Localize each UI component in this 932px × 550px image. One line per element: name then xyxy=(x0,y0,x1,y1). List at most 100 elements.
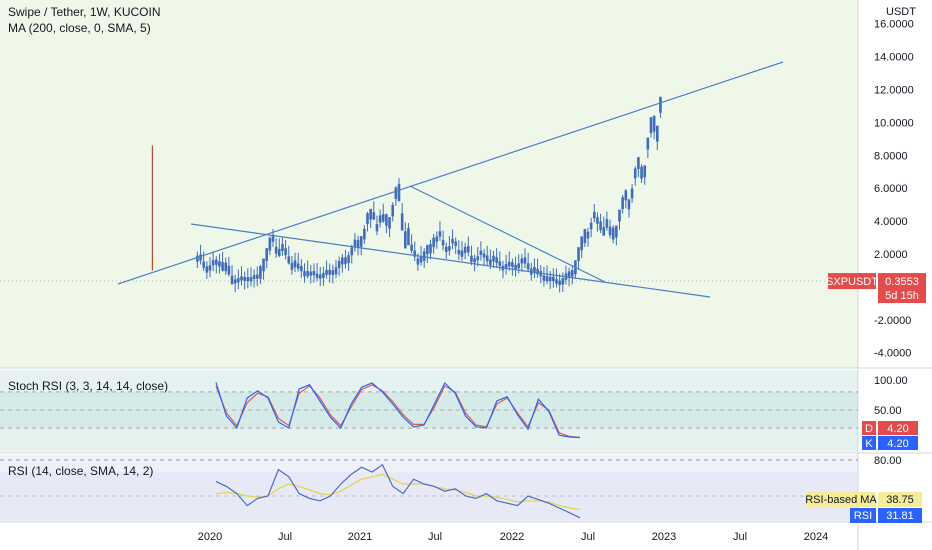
candle-body xyxy=(422,251,426,261)
candle-body xyxy=(306,271,309,277)
candle-body xyxy=(281,243,284,251)
candle-body xyxy=(296,263,300,269)
candle-body xyxy=(271,234,275,242)
candle-body xyxy=(378,215,382,223)
ma-indicator-label[interactable]: MA (200, close, 0, SMA, 5) xyxy=(8,21,151,35)
candle-body xyxy=(300,266,303,272)
candle-body xyxy=(526,263,530,270)
candle-body xyxy=(454,241,457,246)
candle-body xyxy=(237,278,240,283)
candle-body xyxy=(407,228,410,246)
lower-trendline xyxy=(190,223,711,298)
candle-body xyxy=(315,273,319,278)
price-tick-label: 8.0000 xyxy=(874,150,908,162)
rsi-tick-label: 80.00 xyxy=(874,455,902,467)
candle-body xyxy=(416,258,420,265)
candle-body xyxy=(627,199,631,210)
candle-body xyxy=(583,229,587,244)
candle-body xyxy=(561,278,565,285)
candle-body xyxy=(413,250,417,257)
time-tick-label: 2021 xyxy=(348,531,372,543)
rsi-badge-value-bg xyxy=(878,492,922,507)
candle-body xyxy=(476,256,480,261)
candle-body xyxy=(366,213,369,224)
candle-body xyxy=(593,211,596,219)
price-tick-label: 14.0000 xyxy=(874,52,914,64)
candle-body xyxy=(196,255,199,262)
candle-body xyxy=(463,246,467,254)
candle-body xyxy=(268,237,272,251)
price-badge-countdown: 5d 15h xyxy=(885,290,919,302)
candle-body xyxy=(293,260,297,268)
price-tick-label: -4.0000 xyxy=(874,348,911,360)
candle-body xyxy=(492,255,495,262)
candle-body xyxy=(397,184,401,202)
candle-body xyxy=(618,209,621,222)
symbol-badge-text: SXPUSDT xyxy=(826,276,878,288)
candle-body xyxy=(404,231,407,249)
candle-body xyxy=(325,269,328,275)
candle-body xyxy=(388,217,391,229)
candle-body xyxy=(419,256,423,263)
candle-body xyxy=(249,277,253,282)
time-tick-label: 2022 xyxy=(500,531,524,543)
candle-body xyxy=(363,228,366,240)
candle-body xyxy=(199,254,202,261)
time-tick-label: Jul xyxy=(278,531,292,543)
rsi-band-fill xyxy=(0,472,858,520)
candle-body xyxy=(230,275,234,285)
main-pane-bg xyxy=(0,0,858,368)
rsi-badge-value-bg xyxy=(878,508,922,523)
candle-body xyxy=(432,237,435,248)
stoch-pane-bg xyxy=(0,370,858,452)
stoch-badge-value-bg xyxy=(878,436,918,450)
candle-body xyxy=(479,250,483,255)
stoch-badge-value-bg xyxy=(878,421,918,435)
candle-body xyxy=(372,212,376,220)
candle-body xyxy=(517,263,520,269)
descending-trendline xyxy=(409,185,606,283)
candle-body xyxy=(344,257,347,265)
candle-body xyxy=(337,260,341,268)
candle-body xyxy=(514,264,517,270)
stoch-badge-value: 4.20 xyxy=(887,423,908,435)
candle-body xyxy=(274,246,278,254)
candle-body xyxy=(246,277,250,282)
stoch-k-line xyxy=(215,381,581,439)
candle-body xyxy=(533,266,536,274)
candle-body xyxy=(211,260,215,266)
price-tick-label: 6.0000 xyxy=(874,183,908,195)
candle-body xyxy=(221,262,224,271)
time-tick-label: 2020 xyxy=(198,531,222,543)
candle-body xyxy=(312,271,316,276)
candle-body xyxy=(375,223,379,232)
price-tick-label: 12.0000 xyxy=(874,85,914,97)
rsi-badge-value: 31.81 xyxy=(886,510,914,522)
candle-body xyxy=(605,219,609,228)
candle-body xyxy=(545,275,549,282)
candle-body xyxy=(278,249,281,256)
candle-body xyxy=(224,262,228,272)
candle-body xyxy=(202,261,205,268)
currency-label: USDT xyxy=(886,6,916,18)
stoch-tick-label: 100.00 xyxy=(874,375,908,387)
rsi-label[interactable]: RSI (14, close, SMA, 14, 2) xyxy=(8,464,154,478)
candle-body xyxy=(460,250,464,257)
candle-body xyxy=(473,258,476,263)
candle-body xyxy=(208,265,212,271)
stoch-tick-label: 50.00 xyxy=(874,405,902,417)
candle-body xyxy=(350,247,354,256)
candle-body xyxy=(218,261,221,267)
rsi-badge-key: RSI xyxy=(854,510,872,522)
candle-body xyxy=(599,221,602,231)
candle-body xyxy=(630,188,634,199)
time-tick-label: 2024 xyxy=(804,531,828,543)
stoch-rsi-label[interactable]: Stoch RSI (3, 3, 14, 14, close) xyxy=(8,379,169,393)
candle-body xyxy=(284,248,287,256)
candle-body xyxy=(381,214,385,222)
candle-body xyxy=(586,231,590,239)
candle-body xyxy=(467,246,470,253)
candle-body xyxy=(457,249,461,255)
time-tick-label: 2023 xyxy=(652,531,676,543)
